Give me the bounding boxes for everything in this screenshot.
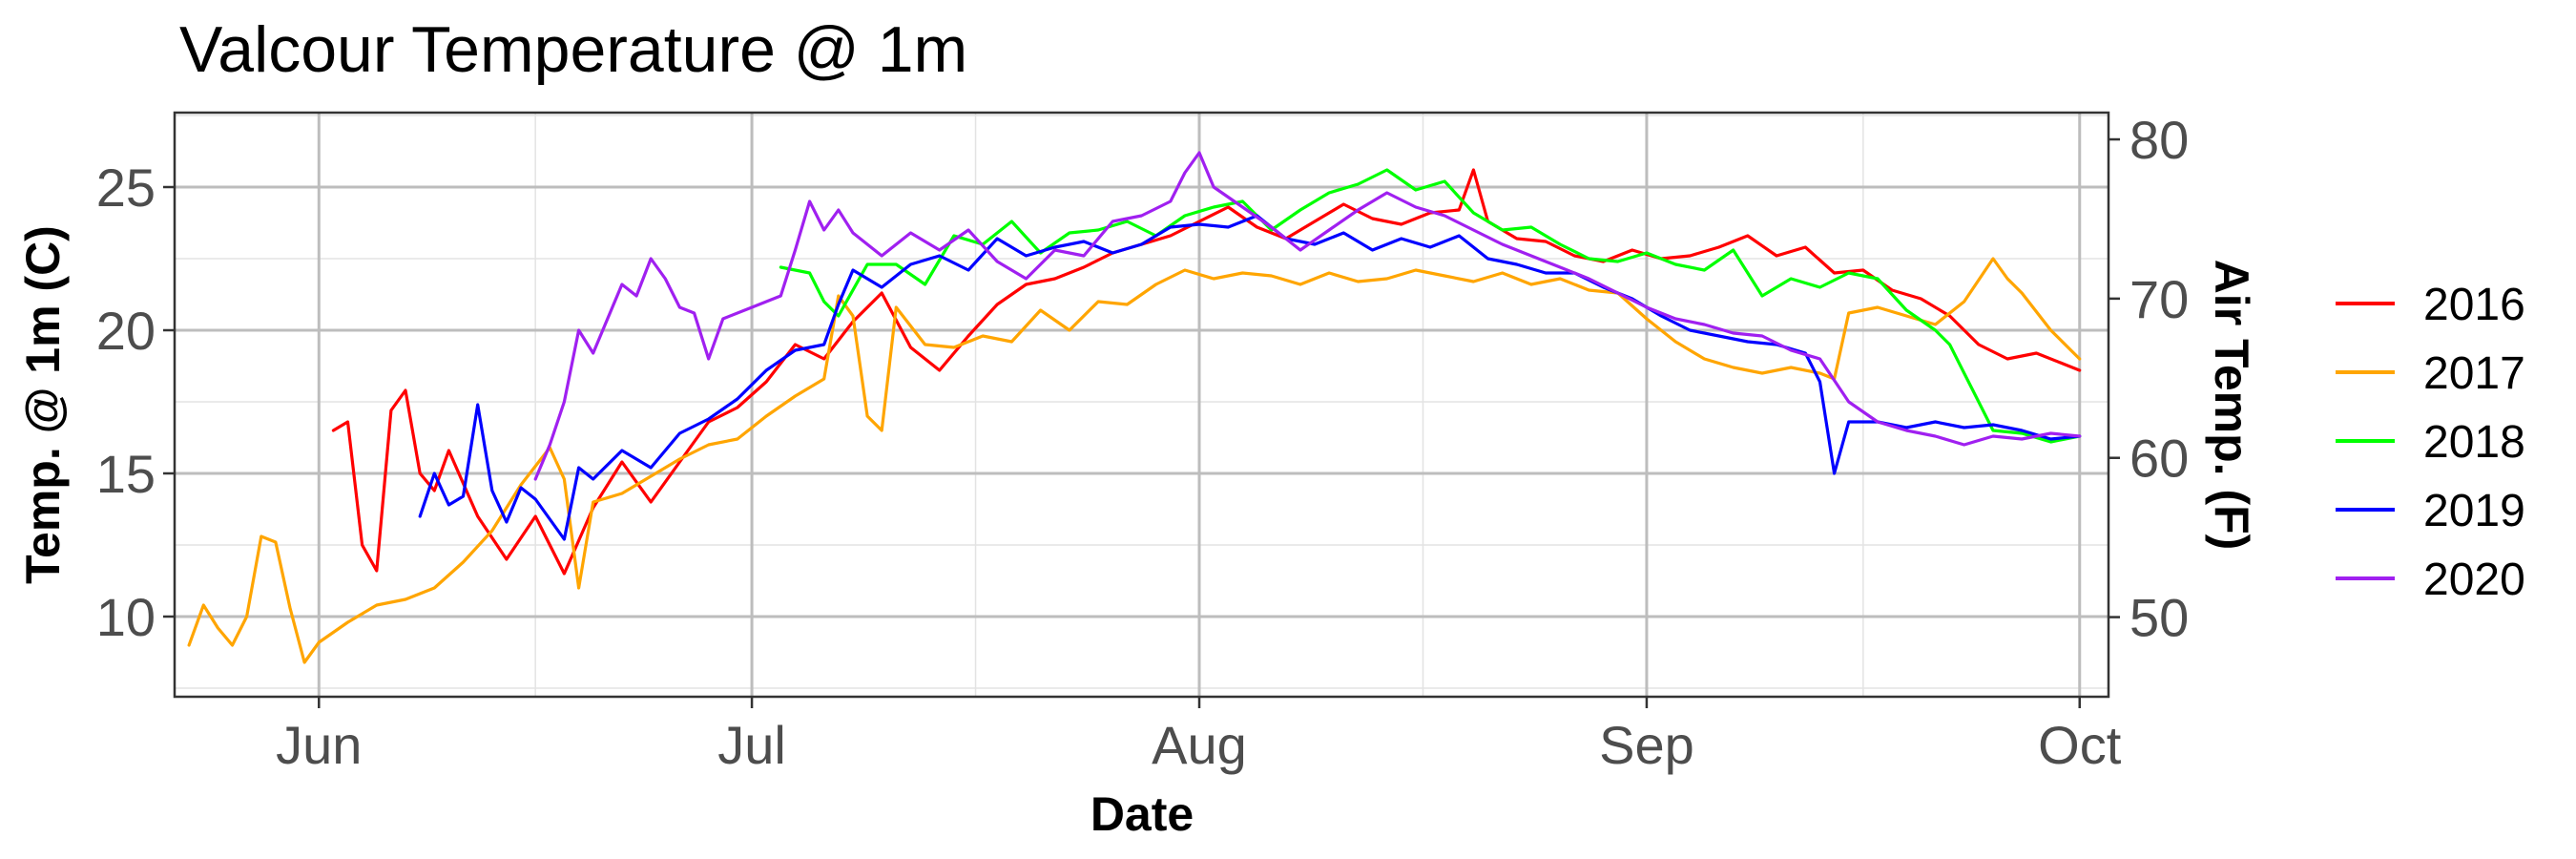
y-tick-label: 25 [96,157,156,218]
y2-tick-label: 80 [2129,110,2189,170]
series-line-2020 [533,151,2082,481]
axes: Jun Jul Aug Sep Oct 10 15 20 25 50 60 70 80 [96,110,2190,775]
plot-panel-border [173,111,2110,699]
y-axis-title: Temp. @ 1m (C) [16,225,70,584]
y2-axis-title: Air Temp. (F) [2205,260,2258,551]
x-tick-label: Aug [1152,715,1247,775]
series-line-2019 [418,214,2082,541]
y2-tick-label: 60 [2129,429,2189,489]
legend-label-2017: 2017 [2423,348,2525,399]
legend-label-2018: 2018 [2423,417,2525,468]
series-line-2017 [187,257,2082,664]
grid-lines [175,113,2109,697]
legend: 2016 2017 2018 2019 2020 [2336,280,2525,605]
x-tick-label: Sep [1599,715,1694,775]
legend-label-2019: 2019 [2423,486,2525,536]
x-tick-label: Jun [276,715,362,775]
chart-title: Valcour Temperature @ 1m [179,13,967,86]
legend-label-2020: 2020 [2423,555,2525,605]
y-tick-label: 15 [96,444,156,504]
x-tick-label: Jul [717,715,786,775]
y2-tick-label: 50 [2129,588,2189,648]
x-tick-label: Oct [2038,715,2122,775]
x-axis-title: Date [1091,787,1194,841]
series-lines [187,151,2082,664]
y-tick-label: 10 [96,587,156,647]
legend-label-2016: 2016 [2423,280,2525,330]
series-line-2016 [331,168,2082,576]
y2-tick-label: 70 [2129,269,2189,329]
y-tick-label: 20 [96,301,156,361]
